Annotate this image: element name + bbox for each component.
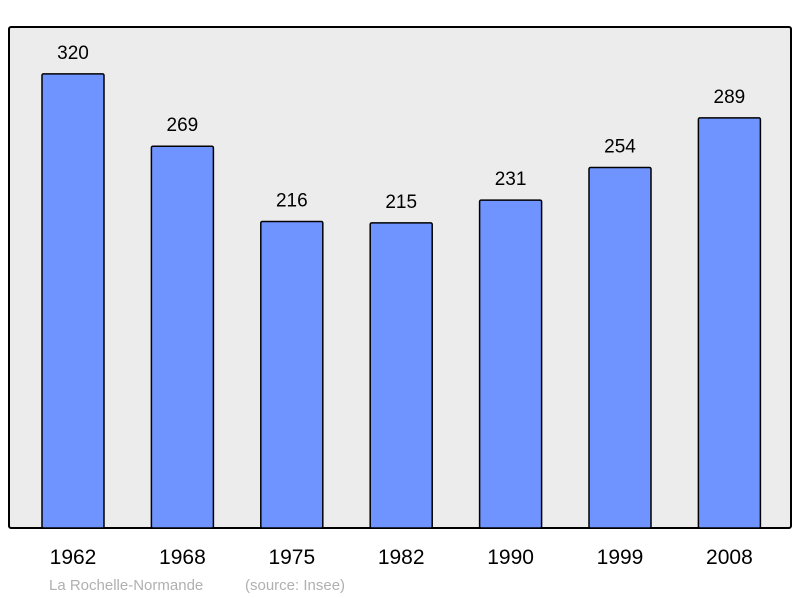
x-tick-label: 1975 [268,546,315,569]
data-label-1975: 216 [276,190,308,211]
caption-place: La Rochelle-Normande [49,577,203,594]
bar-2008 [697,117,762,529]
x-tick-label: 1962 [50,546,97,569]
data-label-1962: 320 [57,43,89,64]
data-label-1999: 254 [604,137,636,158]
bar-1999 [588,166,652,529]
data-label-1968: 269 [167,115,199,136]
caption-source: (source: Insee) [245,577,345,594]
data-label-2008: 289 [714,87,746,108]
x-tick-label: 1990 [487,546,534,569]
bar-1982 [369,222,433,529]
bar-1968 [150,145,215,529]
bar-1990 [478,199,543,529]
data-label-1990: 231 [495,169,527,190]
bar-1975 [260,220,324,529]
bar-1962 [41,73,105,529]
x-tick-label: 2008 [706,546,753,569]
x-tick-label: 1999 [597,546,644,569]
x-tick-label: 1982 [378,546,425,569]
x-tick-label: 1968 [159,546,206,569]
data-label-1982: 215 [385,192,417,213]
